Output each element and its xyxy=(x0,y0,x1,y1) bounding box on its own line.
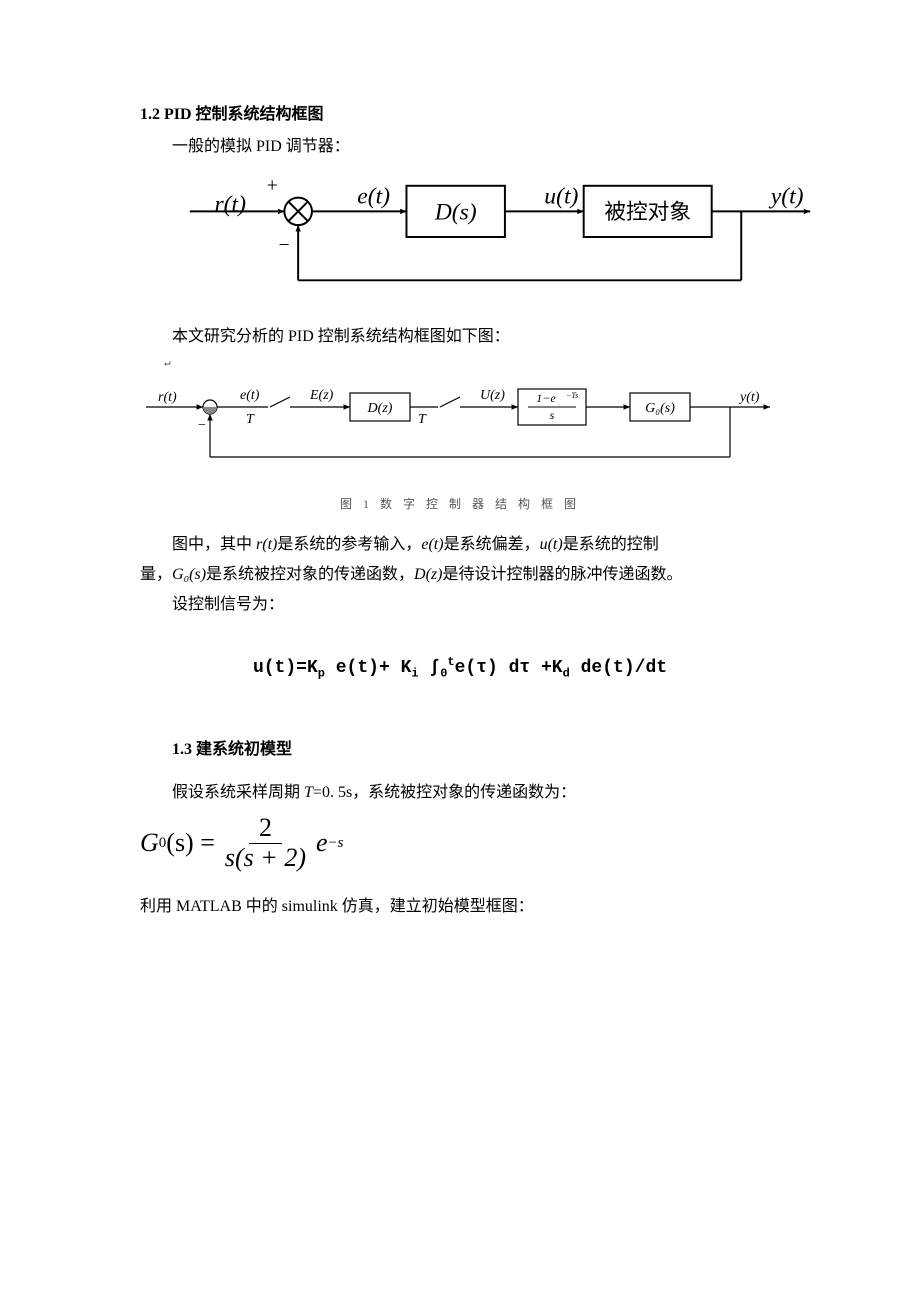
eq-paren: (s) = xyxy=(166,818,215,867)
l1-b: =0. 5s，系统被控对象的传递函数为： xyxy=(313,784,576,801)
svg-text:−Ts: −Ts xyxy=(566,391,578,400)
svg-text:y(t): y(t) xyxy=(769,183,804,209)
diagram-1-analog-pid: r(t)+−e(t)D(s)u(t)被控对象y(t) xyxy=(180,171,780,312)
diagram-2-caption: 图 1 数 字 控 制 器 结 构 框 图 xyxy=(140,493,780,516)
section-1.3-line2: 利用 MATLAB 中的 simulink 仿真，建立初始模型框图： xyxy=(140,892,780,922)
eq-G: G xyxy=(140,818,159,867)
svg-text:被控对象: 被控对象 xyxy=(604,200,691,224)
body-paragraph-1: 图中，其中 r(t)是系统的参考输入，e(t)是系统偏差，u(t)是系统的控制 xyxy=(140,530,780,560)
svg-text:s: s xyxy=(550,408,555,422)
eq-denominator: s(s + 2) xyxy=(219,844,312,873)
svg-text:e(t): e(t) xyxy=(240,388,260,403)
l1-a: 假设系统采样周期 xyxy=(172,784,304,801)
p1-prefix: 图中，其中 xyxy=(172,536,256,553)
p2-prefix: 量， xyxy=(140,566,172,583)
p2-a: 是系统被控对象的传递函数， xyxy=(206,566,414,583)
svg-text:e(t): e(t) xyxy=(357,183,390,209)
svg-text:D(z): D(z) xyxy=(367,401,393,416)
svg-text:−: − xyxy=(198,418,206,433)
diagram-2-digital-pid: r(t) − e(t) T E(z) D(z) T U(z) 1−e −Ts s G₀(s) y(t) xyxy=(140,377,780,484)
section-1.2-line2: 本文研究分析的 PID 控制系统结构框图如下图： xyxy=(140,322,780,352)
svg-text:1−e: 1−e xyxy=(536,391,556,405)
svg-text:r(t): r(t) xyxy=(158,390,177,405)
f-mid1: e(t)+ K xyxy=(325,658,411,678)
f-int-up: t xyxy=(447,655,454,669)
svg-text:D(s): D(s) xyxy=(434,199,477,225)
svg-text:T: T xyxy=(246,412,255,427)
f-end: de(t)/dt xyxy=(570,658,667,678)
inline-et: e(t) xyxy=(421,536,443,553)
eq-fraction: 2 s(s + 2) xyxy=(219,814,312,872)
svg-text:−: − xyxy=(278,234,289,256)
f-pre: u(t)=K xyxy=(253,658,318,678)
svg-text:+: + xyxy=(267,174,278,196)
inline-ut: u(t) xyxy=(540,536,563,553)
f-int: ∫ xyxy=(419,658,441,678)
f-sub-i: i xyxy=(411,666,418,680)
p1-a: 是系统的参考输入， xyxy=(277,536,421,553)
p1-b: 是系统偏差， xyxy=(444,536,540,553)
control-signal-formula: u(t)=Kp e(t)+ Ki ∫0te(τ) dτ +Kd de(t)/dt xyxy=(140,651,780,685)
f-sub-p: p xyxy=(318,666,325,680)
svg-text:G₀(s): G₀(s) xyxy=(645,401,675,416)
eq-e: e xyxy=(316,818,328,867)
l1-T: T xyxy=(304,784,313,801)
paragraph-marker: ↵ xyxy=(164,353,780,374)
section-1.2-heading: 1.2 PID 控制系统结构框图 xyxy=(140,100,780,130)
inline-g0s: G₀(s) xyxy=(172,566,206,583)
inline-dz: D(z) xyxy=(414,566,442,583)
svg-text:T: T xyxy=(418,412,427,427)
p1-c: 是系统的控制 xyxy=(563,536,659,553)
section-1.3-line1: 假设系统采样周期 T=0. 5s，系统被控对象的传递函数为： xyxy=(140,778,780,808)
svg-text:r(t): r(t) xyxy=(214,191,246,217)
section-1.3-heading: 1.3 建系统初模型 xyxy=(140,735,780,765)
eq-e-sup: −s xyxy=(328,829,344,858)
svg-text:U(z): U(z) xyxy=(480,388,505,403)
inline-rt: r(t) xyxy=(256,536,277,553)
transfer-function-equation: G0(s) = 2 s(s + 2) e−s xyxy=(140,814,780,872)
f-sub-d: d xyxy=(563,666,570,680)
svg-text:y(t): y(t) xyxy=(738,390,760,405)
svg-text:E(z): E(z) xyxy=(309,388,334,403)
f-mid2: e(τ) dτ +K xyxy=(455,658,563,678)
eq-numerator: 2 xyxy=(249,814,282,844)
section-1.2-line1: 一般的模拟 PID 调节器： xyxy=(140,132,780,162)
body-paragraph-2: 量，G₀(s)是系统被控对象的传递函数，D(z)是待设计控制器的脉冲传递函数。 xyxy=(140,560,780,590)
svg-text:u(t): u(t) xyxy=(544,183,578,209)
body-paragraph-3: 设控制信号为： xyxy=(140,590,780,620)
p2-b: 是待设计控制器的脉冲传递函数。 xyxy=(442,566,682,583)
eq-G-sub: 0 xyxy=(159,829,167,858)
